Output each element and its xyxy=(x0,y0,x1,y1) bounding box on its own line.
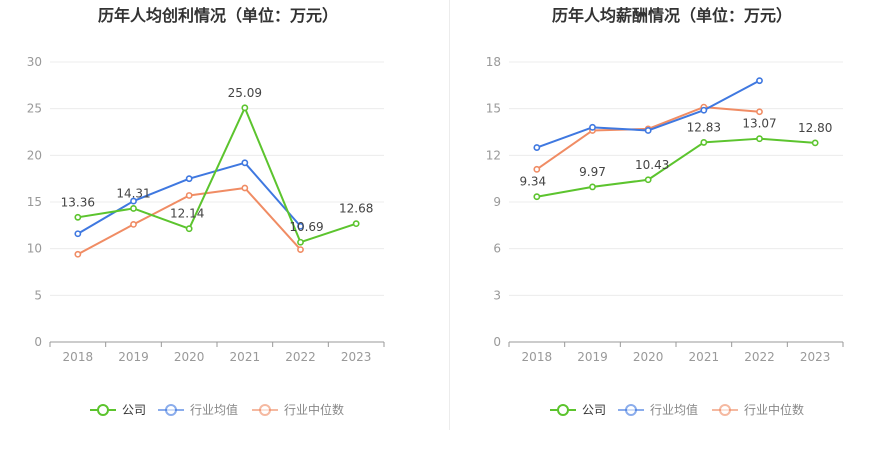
chart-1: 历年人均创利情况（单位：万元） 0 5 10 15 20 25 30 2018 2019 2020 2… xyxy=(27,6,385,417)
x-tick-label: 2020 xyxy=(633,350,664,364)
y-tick-label: 18 xyxy=(486,55,501,69)
data-point[interactable] xyxy=(130,220,137,228)
chart-title: 历年人均创利情况（单位：万元） xyxy=(98,6,338,25)
series-line-行业均值 xyxy=(536,79,760,149)
legend: 公司 行业均值 行业中位数 xyxy=(550,402,804,417)
data-label: 12.83 xyxy=(687,120,721,134)
x-tick-label: 2018 xyxy=(522,350,553,364)
data-point[interactable] xyxy=(241,159,249,167)
y-tick-label: 30 xyxy=(27,55,42,69)
data-point[interactable] xyxy=(589,123,596,131)
data-label: 13.07 xyxy=(742,117,776,131)
data-point[interactable] xyxy=(533,193,541,201)
y-tick-label: 25 xyxy=(27,102,42,116)
data-point[interactable] xyxy=(74,250,82,258)
data-point[interactable] xyxy=(811,139,819,147)
data-label: 10.43 xyxy=(635,158,669,172)
x-tick-label: 2021 xyxy=(689,350,720,364)
data-label: 25.09 xyxy=(228,86,262,100)
series-line-公司 xyxy=(77,106,357,244)
legend-marker xyxy=(557,404,569,416)
data-point[interactable] xyxy=(185,175,193,183)
legend-marker xyxy=(165,404,177,416)
legend: 公司 行业均值 行业中位数 xyxy=(90,402,344,417)
y-tick-label: 20 xyxy=(27,148,42,162)
y-tick-label: 0 xyxy=(34,335,42,349)
x-tick-label: 2022 xyxy=(285,350,316,364)
legend-item[interactable]: 行业均值 xyxy=(618,402,698,417)
data-label: 12.80 xyxy=(798,121,832,135)
data-point[interactable] xyxy=(241,184,249,192)
legend-marker xyxy=(97,404,109,416)
data-point[interactable] xyxy=(185,225,193,233)
x-tick-label: 2023 xyxy=(341,350,372,364)
y-tick-label: 9 xyxy=(493,195,501,209)
legend-item[interactable]: 公司 xyxy=(90,403,146,417)
legend-label: 行业中位数 xyxy=(284,402,344,417)
data-point[interactable] xyxy=(297,222,304,230)
legend-label: 公司 xyxy=(582,403,606,417)
data-point[interactable] xyxy=(241,104,249,112)
y-tick-label: 3 xyxy=(493,288,501,302)
data-point[interactable] xyxy=(533,144,541,151)
legend-label: 行业均值 xyxy=(190,402,238,417)
legend-label: 行业中位数 xyxy=(744,402,804,417)
x-tick-label: 2019 xyxy=(118,350,149,364)
data-point[interactable] xyxy=(533,165,541,173)
data-point[interactable] xyxy=(589,183,596,191)
data-point[interactable] xyxy=(185,192,193,199)
y-tick-label: 15 xyxy=(486,102,501,116)
y-tick-label: 5 xyxy=(34,288,42,302)
legend-label: 公司 xyxy=(122,403,146,417)
data-label: 12.14 xyxy=(170,207,204,221)
y-tick-label: 12 xyxy=(486,148,501,162)
legend-marker xyxy=(719,404,731,416)
data-point[interactable] xyxy=(644,127,652,134)
panel-divider xyxy=(449,0,450,430)
data-label: 14.31 xyxy=(116,186,150,200)
legend-item[interactable]: 行业中位数 xyxy=(712,402,804,417)
data-point[interactable] xyxy=(700,106,708,114)
data-point[interactable] xyxy=(756,108,763,116)
data-point[interactable] xyxy=(352,220,360,228)
legend-marker xyxy=(625,404,637,416)
series-line-公司 xyxy=(536,137,816,198)
x-tick-label: 2022 xyxy=(744,350,775,364)
legend-item[interactable]: 公司 xyxy=(550,403,606,417)
data-point[interactable] xyxy=(700,139,708,146)
y-tick-label: 6 xyxy=(493,242,501,256)
legend-item[interactable]: 行业中位数 xyxy=(252,402,344,417)
legend-item[interactable]: 行业均值 xyxy=(158,402,238,417)
y-tick-label: 15 xyxy=(27,195,42,209)
data-label: 12.68 xyxy=(339,202,373,216)
x-tick-label: 2019 xyxy=(577,350,608,364)
legend-marker xyxy=(259,404,271,416)
data-point[interactable] xyxy=(74,213,82,221)
data-label: 13.36 xyxy=(61,195,95,209)
y-tick-label: 10 xyxy=(27,242,42,256)
legend-label: 行业均值 xyxy=(650,402,698,417)
chart-title: 历年人均薪酬情况（单位：万元） xyxy=(552,6,792,25)
x-tick-label: 2021 xyxy=(230,350,261,364)
chart-2: 历年人均薪酬情况（单位：万元） 0 3 6 9 12 15 18 2018 2019 2020 202… xyxy=(486,6,844,417)
data-label: 10.69 xyxy=(289,220,323,234)
data-point[interactable] xyxy=(297,246,304,253)
x-tick-label: 2020 xyxy=(174,350,205,364)
data-point[interactable] xyxy=(74,230,82,238)
data-point[interactable] xyxy=(756,77,763,85)
data-label: 9.97 xyxy=(579,165,606,179)
data-point[interactable] xyxy=(756,135,763,143)
data-label: 9.34 xyxy=(519,175,546,189)
data-point[interactable] xyxy=(130,197,137,205)
data-point[interactable] xyxy=(130,205,137,212)
data-point[interactable] xyxy=(644,176,652,184)
x-tick-label: 2023 xyxy=(800,350,831,364)
data-point[interactable] xyxy=(297,238,304,246)
x-tick-label: 2018 xyxy=(63,350,94,364)
y-tick-label: 0 xyxy=(493,335,501,349)
